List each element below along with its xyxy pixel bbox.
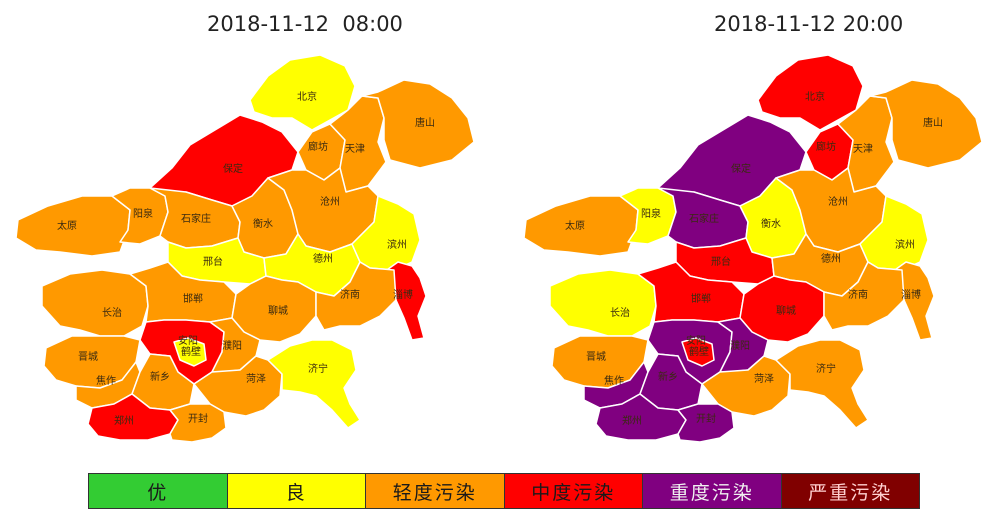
- left-label-shijiazhuang: 石家庄: [181, 212, 211, 225]
- left-map-title: 2018-11-12 08:00: [207, 12, 403, 36]
- legend-good: 良: [227, 474, 366, 508]
- legend-light-label: 轻度污染: [392, 481, 477, 504]
- legend-moderate-pollution: 中度污染: [504, 474, 643, 508]
- right-label-zhengzhou: 郑州: [622, 414, 642, 427]
- right-label-dezhou: 德州: [821, 252, 841, 265]
- left-region-changzhi: [41, 269, 149, 337]
- legend-light-pollution: 轻度污染: [366, 474, 505, 508]
- legend-heavy-label: 重度污染: [669, 481, 754, 504]
- right-label-xinxiang: 新乡: [658, 370, 678, 383]
- right-label-handan: 邯郸: [691, 292, 711, 305]
- left-label-xinxiang: 新乡: [150, 370, 170, 383]
- right-label-hebi: 鹤壁: [689, 345, 709, 358]
- left-region-hebi: [173, 337, 207, 367]
- left-label-tangshan: 唐山: [415, 116, 435, 129]
- left-label-changzhi: 长治: [102, 306, 122, 319]
- right-label-heze: 菏泽: [754, 373, 774, 385]
- left-label-xingtai: 邢台: [203, 255, 223, 268]
- left-label-kaifeng: 开封: [188, 412, 208, 425]
- left-label-liaocheng: 聊城: [268, 304, 288, 317]
- legend-excellent: 优: [89, 474, 228, 508]
- right-label-shijiazhuang: 石家庄: [689, 212, 719, 225]
- right-label-changzhi: 长治: [610, 306, 630, 319]
- left-label-langfang: 廊坊: [308, 140, 328, 153]
- right-label-kaifeng: 开封: [696, 412, 716, 425]
- left-region-kaifeng: [169, 403, 227, 443]
- legend-severe-label: 严重污染: [808, 481, 893, 504]
- legend-good-label: 良: [285, 481, 307, 504]
- left-label-jinan: 济南: [340, 288, 360, 301]
- left-label-zhengzhou: 郑州: [114, 414, 134, 427]
- right-region-tianjin: [837, 95, 895, 193]
- left-region-tangshan: [361, 79, 475, 169]
- left-label-jiaozuo: 焦作: [96, 374, 116, 387]
- legend-excellent-label: 优: [147, 481, 169, 504]
- right-region-changzhi: [549, 269, 657, 337]
- left-region-jining: [267, 339, 361, 429]
- right-label-xingtai: 邢台: [711, 255, 731, 268]
- right-region-hebi: [681, 337, 715, 367]
- left-label-jincheng: 晋城: [78, 351, 98, 363]
- left-label-jining: 济宁: [308, 362, 328, 375]
- right-label-yangquan: 阳泉: [641, 207, 661, 220]
- right-label-taiyuan: 太原: [565, 219, 585, 232]
- left-label-zibo: 淄博: [393, 288, 413, 301]
- left-label-puyang: 濮阳: [222, 339, 242, 352]
- right-label-cangzhou: 沧州: [828, 195, 848, 208]
- pollution-legend: 优 良 轻度污染 中度污染 重度污染 严重污染: [88, 473, 920, 509]
- right-label-jiaozuo: 焦作: [604, 374, 624, 387]
- right-label-jinan: 济南: [848, 288, 868, 301]
- right-label-puyang: 濮阳: [730, 339, 750, 352]
- right-label-tianjin: 天津: [853, 143, 873, 155]
- right-label-binzhou: 滨州: [895, 238, 915, 251]
- right-region-jining: [775, 339, 869, 429]
- left-label-handan: 邯郸: [183, 292, 203, 305]
- left-label-binzhou: 滨州: [387, 238, 407, 251]
- right-map-title: 2018-11-12 20:00: [714, 12, 904, 36]
- right-label-langfang: 廊坊: [816, 140, 836, 153]
- left-region-jinan: [315, 261, 397, 331]
- right-label-beijing: 北京: [805, 90, 825, 103]
- right-label-jining: 济宁: [816, 362, 836, 375]
- left-label-tianjin: 天津: [345, 143, 365, 155]
- right-label-jincheng: 晋城: [586, 351, 606, 363]
- left-label-hengshui: 衡水: [253, 218, 273, 230]
- left-region-tianjin: [329, 95, 387, 193]
- legend-heavy-pollution: 重度污染: [643, 474, 782, 508]
- left-label-hebi: 鹤壁: [181, 345, 201, 358]
- left-region-heze: [193, 355, 283, 417]
- left-label-heze: 菏泽: [246, 373, 266, 385]
- right-label-baoding: 保定: [731, 162, 751, 175]
- right-label-anyang: 安阳: [686, 334, 706, 347]
- left-label-beijing: 北京: [297, 90, 317, 103]
- right-region-kaifeng: [677, 403, 735, 443]
- left-label-baoding: 保定: [223, 162, 243, 175]
- right-label-zibo: 淄博: [901, 288, 921, 301]
- left-label-cangzhou: 沧州: [320, 195, 340, 208]
- right-label-tangshan: 唐山: [923, 116, 943, 129]
- right-label-liaocheng: 聊城: [776, 304, 796, 317]
- right-region-jinan: [823, 261, 905, 331]
- left-label-yangquan: 阳泉: [133, 207, 153, 220]
- left-label-anyang: 安阳: [178, 334, 198, 347]
- right-label-hengshui: 衡水: [761, 218, 781, 230]
- right-region-tangshan: [869, 79, 983, 169]
- right-region-heze: [701, 355, 791, 417]
- legend-severe-pollution: 严重污染: [781, 474, 919, 508]
- legend-moderate-label: 中度污染: [531, 481, 616, 504]
- left-label-dezhou: 德州: [313, 252, 333, 265]
- left-label-taiyuan: 太原: [57, 219, 77, 232]
